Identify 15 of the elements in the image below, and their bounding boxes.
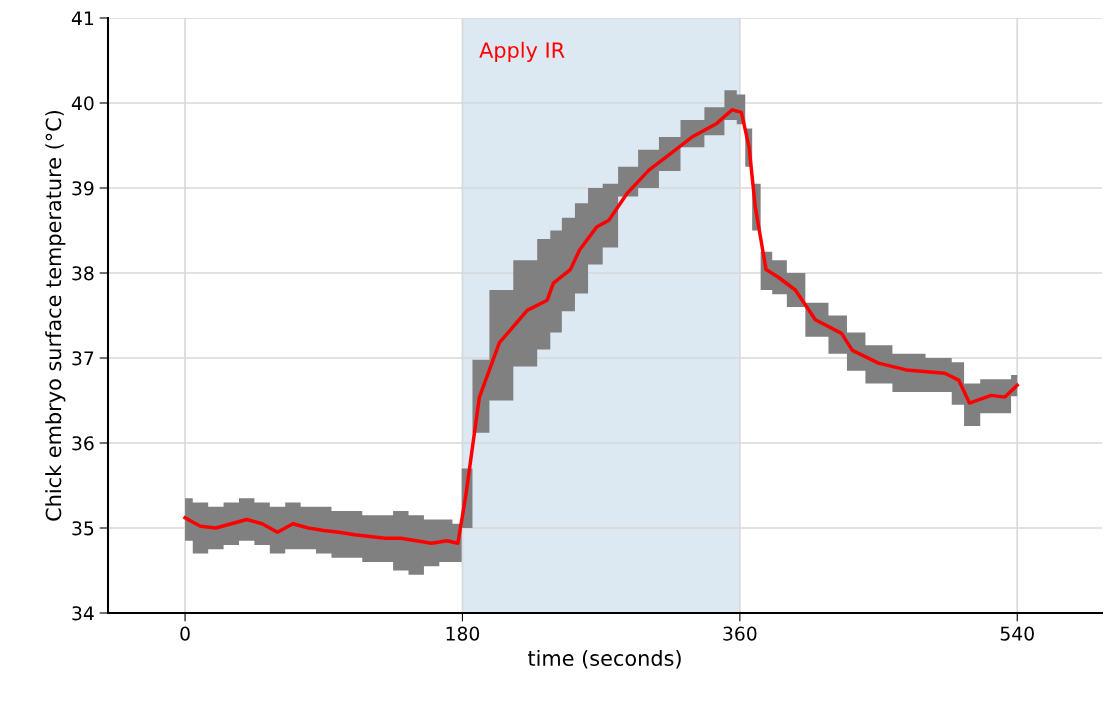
y-tick-label: 40	[71, 96, 94, 111]
y-axis-title: Chick embryo surface temperature (°C)	[45, 110, 66, 521]
y-tick-label: 39	[72, 181, 94, 196]
x-tick-label: 0	[180, 626, 190, 641]
y-tick-label: 37	[72, 351, 94, 366]
y-tick-label: 34	[72, 606, 94, 621]
x-tick-label: 360	[723, 626, 757, 641]
x-axis-title: time (seconds)	[528, 649, 681, 669]
y-tick-label: 35	[72, 521, 94, 536]
x-tick-label: 540	[1000, 626, 1034, 641]
y-tick-label: 38	[72, 266, 94, 281]
x-tick-label: 180	[446, 626, 480, 641]
band-label: Apply IR	[479, 41, 565, 62]
y-tick-label: 41	[71, 11, 94, 26]
y-tick-label: 36	[72, 436, 94, 451]
